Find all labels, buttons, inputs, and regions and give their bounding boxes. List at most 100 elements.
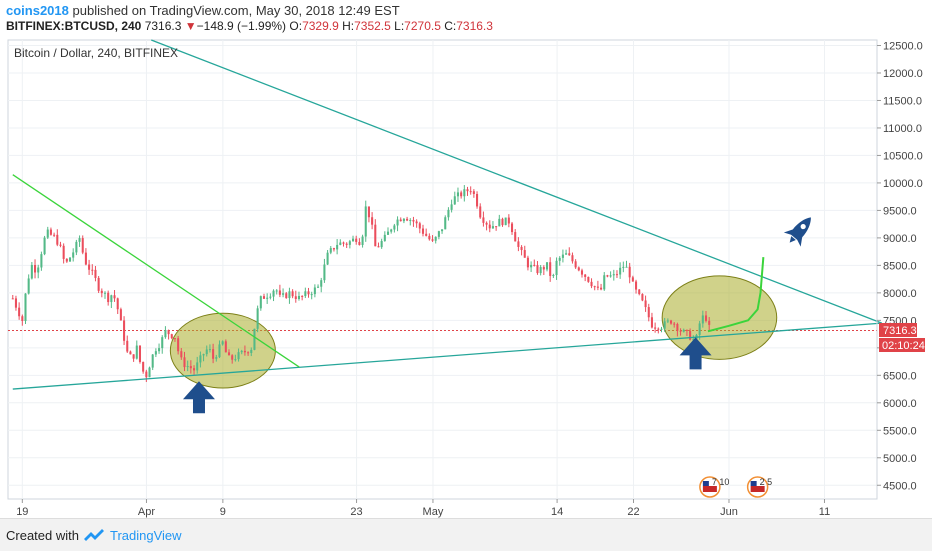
candle-body: [138, 345, 142, 362]
candle-body: [520, 246, 523, 251]
candle-body: [345, 243, 348, 245]
candle-body: [304, 291, 307, 297]
trendline[interactable]: [151, 39, 883, 324]
candle-body: [240, 350, 243, 353]
candle-body: [30, 264, 33, 279]
price-chart[interactable]: 12500.0 12000.0 11500.0 11000.0 10500.0 10000…: [0, 38, 932, 518]
candle-body: [501, 218, 504, 226]
candle-body: [68, 257, 72, 262]
candle-body: [75, 241, 78, 253]
event-badges[interactable]: 7 10 2 5: [699, 476, 772, 498]
trendline[interactable]: [12, 322, 882, 390]
candle-body: [383, 234, 386, 241]
candle-body: [517, 241, 520, 247]
candle-body: [247, 352, 250, 354]
candle-body: [301, 295, 304, 297]
candle-body: [460, 192, 463, 197]
candle-body: [14, 298, 17, 308]
candle-body: [393, 225, 396, 230]
candle-body: [361, 236, 364, 245]
candle-body: [307, 291, 310, 295]
candle-body: [336, 244, 339, 250]
candle-body: [183, 357, 186, 368]
time-axis[interactable]: 19 Apr 9 23 May 14 22 Jun 11: [16, 499, 830, 518]
candle-body: [132, 354, 135, 359]
candle-body: [205, 349, 208, 355]
candle-body: [269, 296, 272, 298]
candle-body: [259, 296, 262, 309]
last-price: 7316.3: [144, 19, 182, 33]
price-axis[interactable]: 12500.0 12000.0 11500.0 11000.0 10500.0 10000…: [877, 40, 923, 492]
candle-body: [650, 317, 653, 328]
author-link[interactable]: coins2018: [6, 3, 69, 18]
candle-body: [49, 229, 52, 235]
trendline[interactable]: [12, 174, 300, 368]
flag-stripes: [750, 486, 765, 492]
candle-body: [628, 266, 631, 278]
candle-body: [145, 371, 148, 378]
ohlc-line: BITFINEX:BTCUSD, 240 7316.3 ▼−148.9 (−1.…: [6, 19, 493, 33]
candle-body: [313, 287, 316, 295]
tradingview-cloud-icon[interactable]: [82, 525, 106, 545]
x-tick-label: May: [423, 506, 444, 518]
last-price-tag-label: 7316.3: [883, 325, 917, 337]
candle-body: [552, 275, 555, 277]
high-label: H:: [342, 19, 355, 33]
tradingview-brand[interactable]: TradingView: [110, 528, 182, 543]
candle-body: [676, 324, 679, 331]
grid: [8, 40, 877, 499]
candle-body: [107, 292, 110, 303]
candle-body: [192, 368, 196, 371]
candle-body: [103, 292, 107, 294]
candle-body: [173, 338, 176, 340]
candle-body: [11, 298, 14, 300]
y-tick-label: 8500.0: [883, 260, 917, 272]
candle-body: [180, 351, 183, 358]
annotations-front: [12, 39, 883, 414]
candle-body: [545, 262, 549, 270]
candle-body: [348, 241, 351, 245]
candle-body: [151, 354, 154, 368]
x-tick-label: Apr: [138, 506, 155, 518]
rocket-icon[interactable]: [781, 210, 819, 249]
arrow-up-icon[interactable]: [679, 337, 712, 370]
candle-body: [285, 293, 288, 299]
candle-body: [250, 349, 253, 353]
candle-body: [231, 355, 234, 360]
candle-body: [81, 238, 84, 253]
candle-body: [609, 275, 612, 277]
candle-body: [412, 220, 415, 222]
chart-area[interactable]: 12500.0 12000.0 11500.0 11000.0 10500.0 10000…: [0, 38, 932, 518]
arrow-up-icon[interactable]: [182, 381, 215, 414]
candle-body: [367, 206, 370, 218]
candle-body: [673, 323, 676, 325]
candle-body: [479, 206, 482, 218]
projection-path[interactable]: [707, 257, 765, 333]
candle-body: [262, 296, 266, 299]
candle-body: [364, 206, 367, 237]
candle-body: [317, 286, 320, 288]
candle-body: [310, 294, 313, 296]
candle-body: [571, 255, 574, 262]
candle-body: [266, 297, 269, 299]
symbol-label[interactable]: BITFINEX:BTCUSD, 240: [6, 19, 142, 33]
candle-body: [453, 196, 456, 205]
highlight-circle[interactable]: [169, 312, 276, 389]
candle-body: [574, 261, 577, 268]
candle-body: [644, 300, 647, 308]
candle-body: [53, 234, 56, 236]
candle-body: [377, 246, 380, 248]
candle-body: [272, 290, 275, 297]
candle-body: [641, 294, 644, 301]
created-with-label: Created with: [6, 528, 79, 543]
candle-body: [396, 219, 399, 226]
x-tick-label: 19: [16, 506, 28, 518]
candle-body: [21, 316, 24, 322]
candle-body: [208, 349, 211, 351]
candle-body: [463, 189, 466, 197]
candle-body: [380, 240, 383, 248]
candle-body: [580, 270, 584, 275]
highlight-circle[interactable]: [661, 275, 778, 360]
candle-body: [450, 204, 453, 210]
candle-body: [472, 191, 475, 194]
